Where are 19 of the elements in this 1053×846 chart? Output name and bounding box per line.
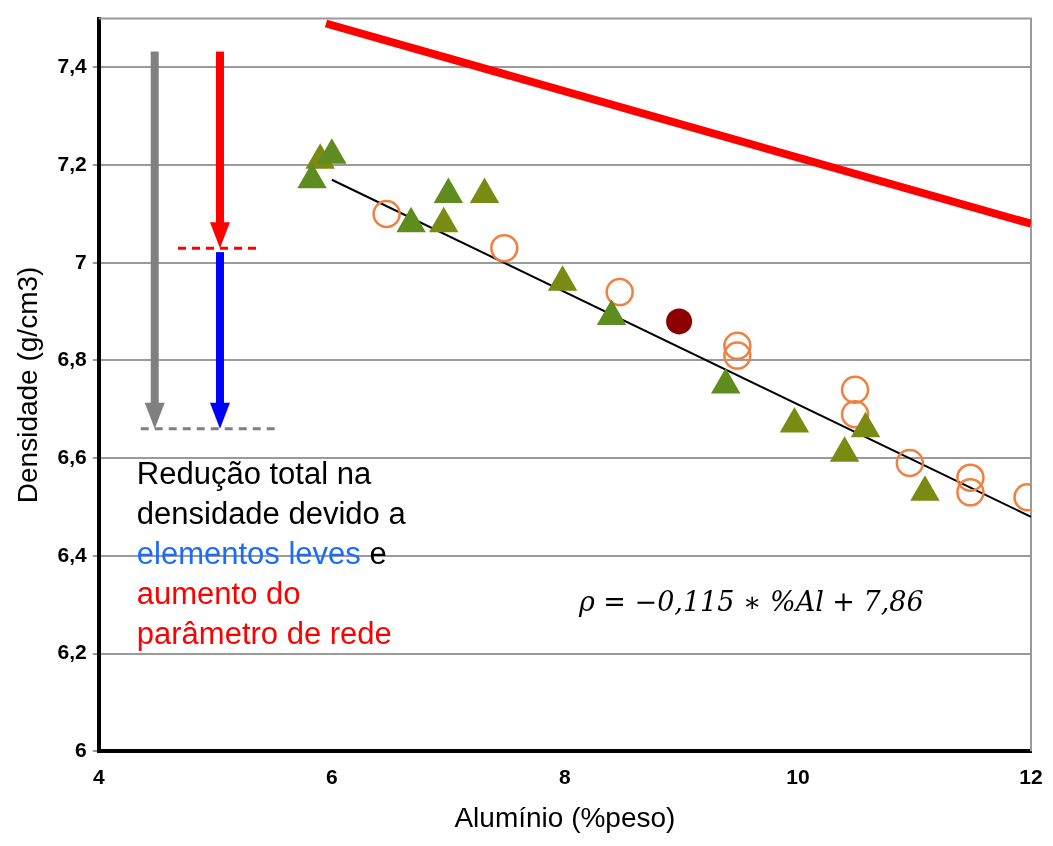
annotation: aumento do parâmetro de rede xyxy=(136,576,392,652)
x-tick-label: 8 xyxy=(559,764,572,788)
y-tick-label: 7 xyxy=(75,249,87,273)
x-tick-label: 4 xyxy=(92,764,105,788)
x-tick-label: 6 xyxy=(326,764,338,788)
y-tick-label: 6,8 xyxy=(57,347,88,371)
y-tick-label: 6,6 xyxy=(57,444,87,468)
y-axis-title: Densidade (g/cm3) xyxy=(11,266,43,504)
y-tick-label: 7,2 xyxy=(57,151,87,175)
x-tick-label: 12 xyxy=(1019,764,1043,788)
y-tick-label: 6,2 xyxy=(57,640,87,664)
y-tick-label: 7,4 xyxy=(57,54,88,78)
x-tick-label: 10 xyxy=(786,764,810,788)
annotation: ρ = −0,115 ∗ %Al + 7,86 xyxy=(578,586,924,618)
annotation: elementos leves xyxy=(136,536,361,572)
annotation: e xyxy=(369,536,387,572)
y-tick-label: 6,4 xyxy=(57,542,88,566)
y-tick-label: 6 xyxy=(75,738,87,761)
x-axis-title: Alumínio (%peso) xyxy=(454,801,676,833)
